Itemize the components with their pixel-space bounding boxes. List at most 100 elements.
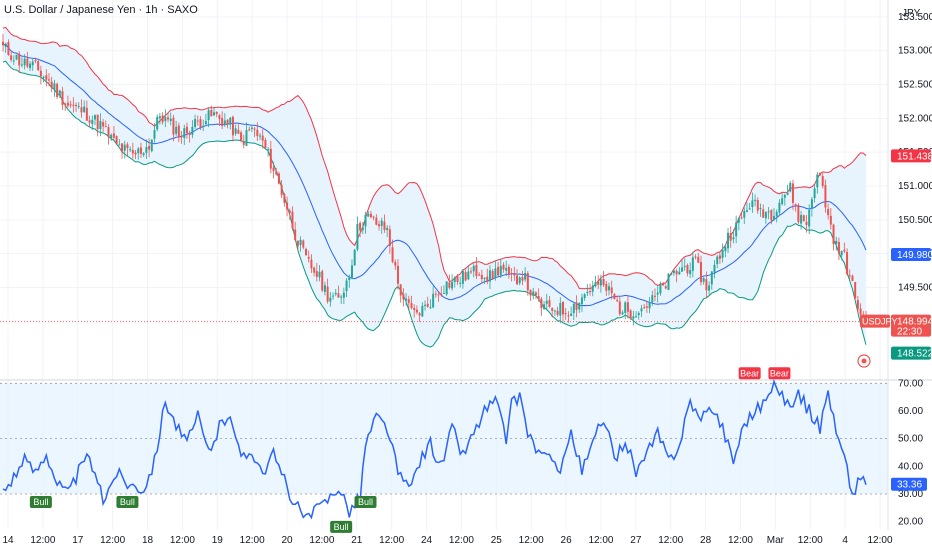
candle-body [237,129,240,134]
candle-body [545,300,548,304]
candle-body [286,202,289,210]
candle-body [686,264,689,274]
candle-body [53,83,56,90]
candle-body [467,271,470,280]
candle-body [824,185,827,208]
candle-body [513,273,516,276]
time-tick-label: 18 [142,535,154,546]
candle-body [597,281,600,285]
time-tick-label: 14 [2,535,14,546]
candle-body [556,310,559,315]
candle-body [716,256,719,265]
candle-body [756,200,759,211]
candle-body [399,284,402,296]
candle-body [202,125,205,127]
candle-body [464,272,467,281]
candle-body [407,299,410,303]
candle-body [367,213,370,217]
candle-body [218,115,221,119]
candle-body [667,273,670,290]
candle-body [115,136,118,144]
candle-body [494,268,497,279]
candle-body [694,256,697,258]
candle-body [421,305,424,317]
candle-body [648,302,651,309]
candle-body [185,126,188,134]
candle-body [318,271,321,278]
candle-body [245,130,248,146]
candle-body [283,193,286,203]
candle-body [448,282,451,288]
candle-body [169,118,172,121]
candle-body [732,237,735,240]
candle-body [83,106,86,112]
rsi-tick-label: 20.00 [898,517,923,528]
candle-body [710,271,713,285]
candle-body [754,199,757,201]
candle-body [231,116,234,136]
candle-body [34,60,37,62]
candle-body [77,105,80,107]
rsi-tick-label: 70.00 [898,378,923,389]
candle-body [353,249,356,266]
candle-body [148,146,151,150]
time-tick-label: 28 [700,535,712,546]
candle-body [748,208,751,210]
candle-body [326,286,329,302]
candle-body [29,63,32,69]
candle-body [745,210,748,212]
candle-body [846,252,849,274]
candle-body [142,153,145,156]
candle-body [277,173,280,184]
candle-body [499,265,502,276]
candle-body [196,120,199,122]
candle-body [653,295,656,297]
candle-body [664,286,667,289]
candle-body [294,229,297,241]
candle-body [272,167,275,172]
bull-signal [330,520,353,533]
candle-body [843,249,846,252]
candle-body [61,91,64,105]
candle-body [375,217,378,225]
candle-body [137,148,140,154]
candle-body [518,277,521,284]
candle-body [537,296,540,300]
candle-body [194,119,197,128]
time-tick-label: 12:00 [100,535,125,546]
candle-body [161,115,164,123]
candle-body [540,298,543,309]
candle-body [123,144,126,151]
candle-body [383,221,386,231]
candle-body [656,292,659,295]
candle-body [426,303,429,307]
candle-body [261,135,264,141]
candle-body [424,304,427,306]
candle-body [50,81,53,89]
basis-line [2,43,867,307]
candle-body [386,227,389,230]
candle-body [372,216,375,218]
candle-body [459,282,462,284]
time-tick-label: 21 [351,535,363,546]
candle-body [85,107,88,121]
candle-body [207,110,210,121]
candle-body [816,174,819,188]
candle-body [437,294,440,296]
time-tick-label: 12:00 [867,535,892,546]
candle-body [378,224,381,227]
time-tick-label: 27 [630,535,642,546]
candle-body [678,271,681,275]
bull-signal [116,496,139,509]
candle-body [102,122,105,127]
candle-body [553,310,556,312]
candle-body [42,76,45,78]
candle-body [640,308,643,312]
candle-body [778,202,781,213]
candle-body [45,75,48,80]
candle-body [256,129,259,137]
candle-body [670,273,673,275]
candle-body [773,216,776,220]
